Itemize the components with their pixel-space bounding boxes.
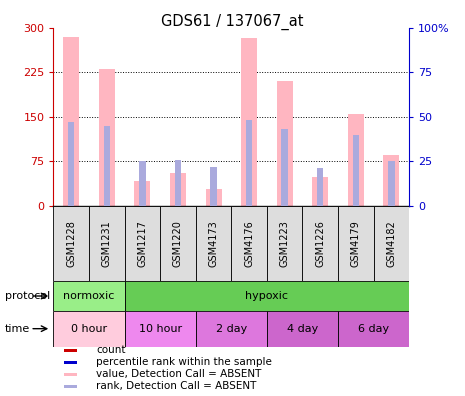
Text: GSM4182: GSM4182 <box>386 220 397 267</box>
FancyBboxPatch shape <box>53 206 89 281</box>
Text: 0 hour: 0 hour <box>71 324 107 334</box>
Bar <box>64 373 77 376</box>
Text: rank, Detection Call = ABSENT: rank, Detection Call = ABSENT <box>96 381 257 391</box>
Bar <box>210 167 217 206</box>
Bar <box>63 36 79 206</box>
Text: GSM4173: GSM4173 <box>208 220 219 267</box>
Text: 6 day: 6 day <box>358 324 389 334</box>
Text: 10 hour: 10 hour <box>139 324 182 334</box>
Text: normoxic: normoxic <box>63 291 115 301</box>
Text: GSM1220: GSM1220 <box>173 220 183 267</box>
Bar <box>99 69 115 206</box>
Text: percentile rank within the sample: percentile rank within the sample <box>96 357 272 367</box>
Text: GSM1231: GSM1231 <box>102 220 112 267</box>
Bar <box>348 114 364 206</box>
Text: value, Detection Call = ABSENT: value, Detection Call = ABSENT <box>96 369 261 379</box>
Bar <box>170 173 186 206</box>
FancyBboxPatch shape <box>160 206 196 281</box>
Text: GSM1228: GSM1228 <box>66 220 76 267</box>
Bar <box>175 160 181 206</box>
FancyBboxPatch shape <box>125 206 160 281</box>
FancyBboxPatch shape <box>125 281 409 311</box>
Text: hypoxic: hypoxic <box>246 291 288 301</box>
Text: GSM1217: GSM1217 <box>137 220 147 267</box>
FancyBboxPatch shape <box>125 311 196 346</box>
Bar <box>64 349 77 352</box>
Bar <box>312 177 328 206</box>
Bar <box>352 135 359 206</box>
FancyBboxPatch shape <box>53 311 125 346</box>
Bar <box>134 181 150 206</box>
Text: GSM1223: GSM1223 <box>279 220 290 267</box>
FancyBboxPatch shape <box>338 206 374 281</box>
FancyBboxPatch shape <box>89 206 125 281</box>
FancyBboxPatch shape <box>196 206 232 281</box>
Bar <box>241 38 257 206</box>
Text: GSM1226: GSM1226 <box>315 220 326 267</box>
Bar <box>64 361 77 364</box>
Text: GDS61 / 137067_at: GDS61 / 137067_at <box>161 14 304 30</box>
Text: 2 day: 2 day <box>216 324 247 334</box>
Bar <box>246 120 252 206</box>
FancyBboxPatch shape <box>53 281 125 311</box>
Bar <box>139 161 146 206</box>
Bar <box>388 161 395 206</box>
Bar <box>384 155 399 206</box>
Bar <box>206 189 221 206</box>
FancyBboxPatch shape <box>232 206 267 281</box>
Bar <box>317 168 324 206</box>
FancyBboxPatch shape <box>196 311 267 346</box>
FancyBboxPatch shape <box>267 206 303 281</box>
FancyBboxPatch shape <box>374 206 409 281</box>
Bar <box>104 126 110 206</box>
FancyBboxPatch shape <box>338 311 409 346</box>
Text: time: time <box>5 324 30 334</box>
Text: GSM4176: GSM4176 <box>244 220 254 267</box>
Text: count: count <box>96 345 126 356</box>
Text: protocol: protocol <box>5 291 50 301</box>
FancyBboxPatch shape <box>267 311 338 346</box>
Bar <box>277 81 292 206</box>
Bar <box>281 129 288 206</box>
Bar <box>68 122 74 206</box>
FancyBboxPatch shape <box>303 206 338 281</box>
Text: 4 day: 4 day <box>287 324 318 334</box>
Bar <box>64 385 77 388</box>
Text: GSM4179: GSM4179 <box>351 220 361 267</box>
